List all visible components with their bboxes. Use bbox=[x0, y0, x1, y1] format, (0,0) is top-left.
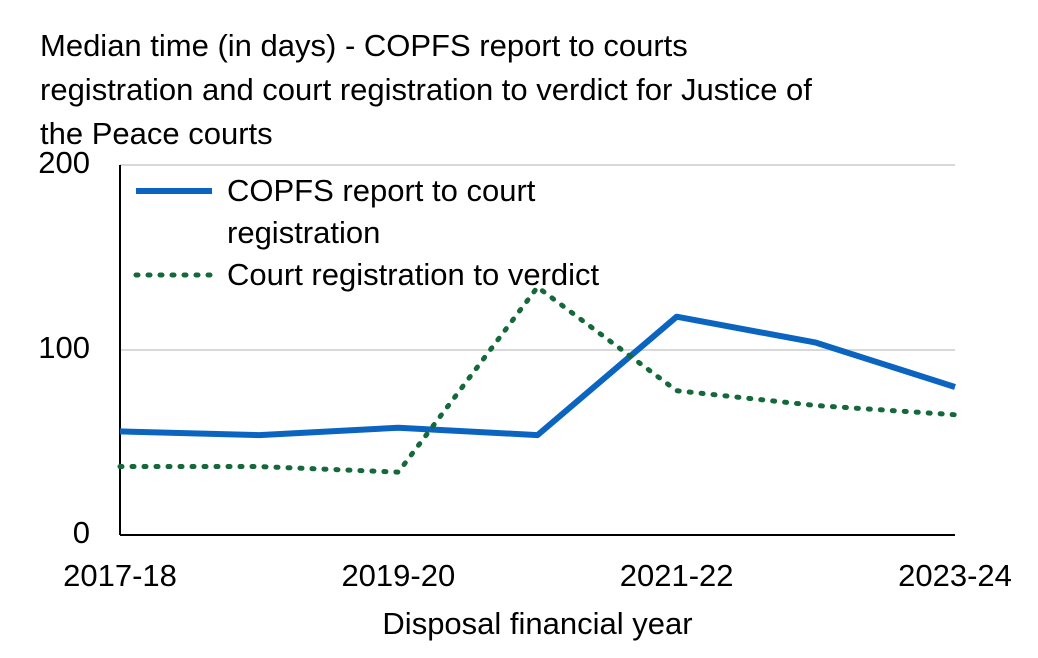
data-line bbox=[117, 284, 958, 475]
legend-item: COPFS report to court registration bbox=[132, 170, 692, 254]
x-tick-label: 2023-24 bbox=[898, 558, 1012, 593]
legend-label: COPFS report to court registration bbox=[227, 173, 536, 250]
legend-label: Court registration to verdict bbox=[227, 257, 600, 292]
x-axis-title: Disposal financial year bbox=[382, 606, 692, 641]
x-tick-label: 2017-18 bbox=[63, 558, 177, 593]
data-line bbox=[119, 313, 956, 439]
x-tick-label: 2021-22 bbox=[620, 558, 734, 593]
x-tick-label: 2019-20 bbox=[341, 558, 455, 593]
legend-swatch bbox=[136, 188, 212, 194]
y-tick-label: 100 bbox=[38, 330, 90, 365]
legend-item: Court registration to verdict bbox=[132, 254, 692, 296]
legend-swatch bbox=[133, 272, 215, 278]
y-tick-label: 0 bbox=[73, 515, 90, 550]
chart-title: Median time (in days) - COPFS report to … bbox=[40, 28, 812, 151]
legend: COPFS report to court registration Court … bbox=[132, 170, 692, 296]
y-tick-label: 200 bbox=[38, 145, 90, 180]
